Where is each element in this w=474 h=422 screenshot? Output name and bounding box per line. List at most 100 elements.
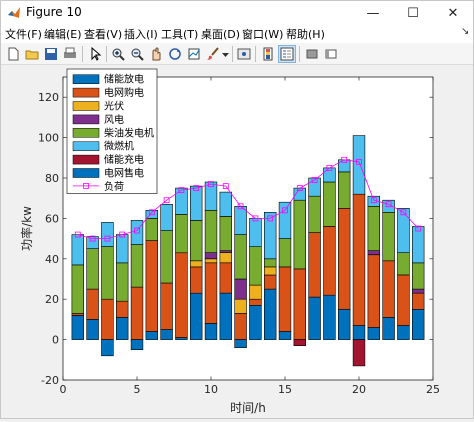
- load-marker-t6: [148, 209, 155, 216]
- bar-segment-3-t9: [190, 260, 203, 268]
- pan-button[interactable]: [147, 45, 165, 63]
- brush-dropdown[interactable]: [221, 45, 229, 63]
- window-title: Figure 10: [26, 5, 82, 19]
- menu-desktop[interactable]: 桌面(D): [201, 28, 241, 41]
- bar-segment-3-t13: [249, 284, 262, 300]
- legend-swatch-6: [72, 141, 100, 151]
- legend-icon: [280, 47, 294, 61]
- bar-segment-6-t4: [116, 234, 129, 264]
- bar-segment-2-t20: [352, 193, 366, 326]
- load-marker-t2: [89, 235, 96, 242]
- bar-segment-2-t15: [278, 266, 292, 332]
- bar-segment-2-t7: [160, 282, 173, 330]
- minimize-icon: —: [366, 5, 380, 21]
- bar-segment-6-t6: [145, 210, 158, 219]
- bar-segment-6-t3: [101, 222, 114, 247]
- menu-insert[interactable]: 插入(I): [124, 28, 158, 41]
- bar-segment-1-t13: [249, 305, 262, 340]
- legend-swatch-5: [72, 128, 100, 138]
- brush-button[interactable]: [204, 45, 222, 63]
- zoom-in-button[interactable]: [109, 45, 127, 63]
- title-bar: Figure 10 — ☐ ✕: [1, 1, 473, 25]
- bars-layer: [63, 77, 433, 380]
- load-marker-t11: [222, 183, 229, 189]
- menu-tools[interactable]: 工具(T): [161, 28, 199, 41]
- load-marker-t4: [119, 231, 126, 238]
- bar-segment-1-t17: [308, 296, 321, 340]
- x-tick-label: 25: [426, 383, 440, 396]
- bar-segment-6-t9: [190, 185, 203, 221]
- load-marker-t12: [237, 203, 244, 210]
- bar-segment-2-t11: [219, 262, 232, 294]
- bar-segment-2-t3: [101, 298, 114, 340]
- bar-segment-5-t14: [263, 258, 277, 268]
- zoom-out-button[interactable]: [128, 45, 146, 63]
- bar-segment-2-t12: [234, 313, 247, 340]
- link-button[interactable]: [235, 45, 253, 63]
- bar-segment-6-t24: [411, 226, 425, 264]
- bar-segment-2-t5: [130, 286, 144, 340]
- bar-segment-2-t6: [145, 240, 158, 332]
- y-tick-label: 40: [45, 253, 59, 266]
- bar-segment-8-t12: [234, 339, 247, 349]
- bar-segment-5-t18: [323, 181, 336, 227]
- minimize-button[interactable]: —: [353, 1, 393, 25]
- menu-overflow-icon[interactable]: ↘: [461, 26, 470, 37]
- bar-segment-5-t13: [249, 246, 262, 286]
- legend-swatch-2: [72, 87, 100, 98]
- close-button[interactable]: ✕: [433, 1, 473, 25]
- close-icon: ✕: [447, 5, 459, 21]
- colorbar-button[interactable]: [259, 45, 277, 63]
- open-icon: [25, 50, 39, 60]
- bar-segment-1-t14: [263, 288, 277, 340]
- bar-segment-6-t11: [219, 191, 232, 217]
- bar-segment-3-t11: [219, 252, 232, 264]
- bar-segment-2-t8: [175, 252, 188, 338]
- hide-plot-tools-button[interactable]: [303, 45, 321, 63]
- bar-segment-1-t23: [397, 325, 410, 340]
- zoom-in-icon: [112, 48, 125, 61]
- y-tick-label: 80: [45, 172, 59, 185]
- load-marker-t14: [267, 215, 274, 222]
- bar-segment-5-t3: [101, 246, 114, 300]
- new-figure-button[interactable]: [4, 45, 22, 63]
- load-marker-t1: [74, 231, 81, 238]
- bar-segment-1-t9: [190, 292, 203, 340]
- bar-segment-2-t23: [397, 274, 410, 326]
- bar-segment-1-t11: [219, 292, 232, 340]
- menu-file[interactable]: 文件(F): [5, 28, 42, 41]
- legend-label-7: 储能充电: [104, 153, 144, 166]
- print-button[interactable]: [61, 45, 79, 63]
- open-button[interactable]: [23, 45, 41, 63]
- save-button[interactable]: [42, 45, 60, 63]
- bar-segment-1-t21: [367, 327, 380, 340]
- menu-help[interactable]: 帮助(H): [286, 28, 325, 41]
- menu-view[interactable]: 查看(V): [84, 28, 123, 41]
- data-cursor-button[interactable]: [185, 45, 203, 63]
- menu-window[interactable]: 窗口(W): [242, 28, 284, 41]
- bar-segment-2-t4: [116, 300, 129, 318]
- bar-segment-1-t20: [352, 325, 366, 340]
- save-icon: [45, 48, 57, 60]
- maximize-icon: ☐: [407, 5, 419, 21]
- legend-button[interactable]: [278, 45, 296, 63]
- toolbar-separator: [106, 46, 107, 62]
- bar-segment-6-t2: [86, 236, 99, 250]
- menu-edit[interactable]: 编辑(E): [44, 28, 82, 41]
- x-axis-label: 时间/h: [230, 401, 266, 415]
- load-marker-t5: [134, 227, 140, 234]
- legend-label-8: 电网售电: [104, 167, 144, 180]
- bar-segment-3-t14: [263, 266, 277, 276]
- bar-segment-3-t12: [234, 298, 247, 314]
- show-plot-tools-button[interactable]: [322, 45, 340, 63]
- bar-segment-4-t10: [204, 252, 218, 260]
- rotate-button[interactable]: [166, 45, 184, 63]
- bar-segment-2-t17: [308, 232, 321, 298]
- bar-segment-4-t24: [411, 288, 425, 294]
- load-marker-t3: [104, 235, 111, 242]
- maximize-button[interactable]: ☐: [393, 1, 433, 25]
- pointer-button[interactable]: [86, 45, 104, 63]
- x-tick-label: 10: [204, 383, 218, 396]
